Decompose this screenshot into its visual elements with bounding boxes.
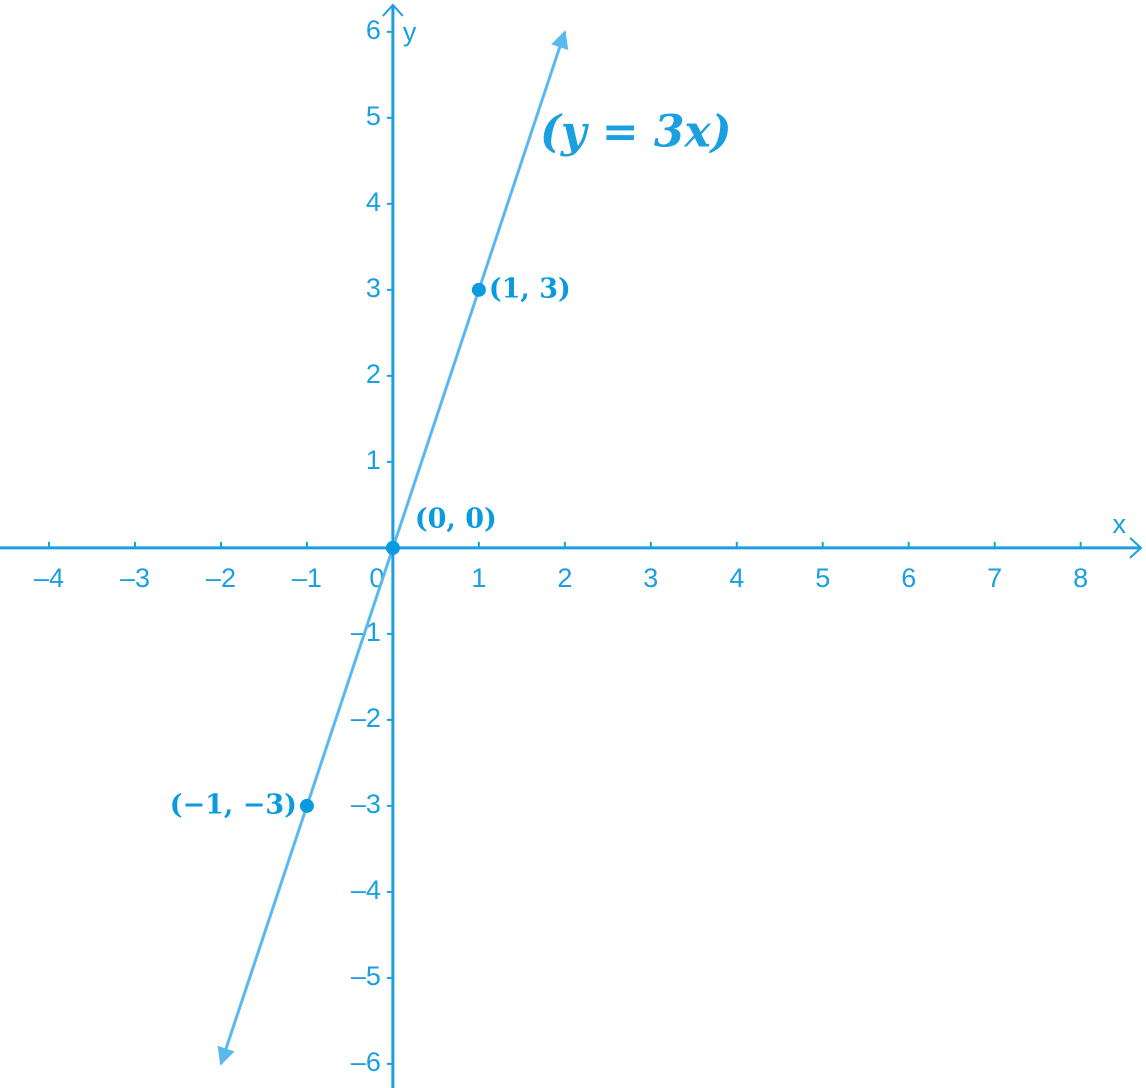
x-tick-label: 8	[1073, 563, 1088, 593]
x-tick-label: –4	[34, 563, 64, 593]
x-tick-label: –2	[206, 563, 236, 593]
y-tick-label: –5	[351, 961, 381, 991]
x-tick-label: 4	[729, 563, 744, 593]
point	[299, 798, 314, 813]
x-tick-label: 1	[471, 563, 486, 593]
x-tick-label: 2	[557, 563, 572, 593]
point-label: (0, 0)	[415, 503, 497, 534]
y-tick-label: –4	[351, 875, 381, 905]
y-axis-label: y	[403, 17, 417, 47]
point-label: (1, 3)	[489, 273, 571, 304]
point	[385, 540, 400, 555]
x-tick-label: 6	[901, 563, 916, 593]
x-tick-label: 5	[815, 563, 830, 593]
y-tick-label: 2	[366, 359, 381, 389]
y-tick-label: –2	[351, 703, 381, 733]
y-tick-label: –3	[351, 789, 381, 819]
x-tick-label: 3	[643, 563, 658, 593]
x-axis-label: x	[1113, 509, 1127, 539]
x-tick-label: 7	[987, 563, 1002, 593]
y-tick-label: 6	[366, 15, 381, 45]
y-tick-label: –6	[351, 1047, 381, 1077]
x-tick-label: –3	[120, 563, 150, 593]
equation-label: (y = 3x)	[540, 107, 732, 158]
y-tick-label: 3	[366, 273, 381, 303]
x-axis-arrow	[1129, 537, 1143, 559]
y-tick-label: 4	[366, 187, 381, 217]
y-axis-arrow	[382, 3, 404, 17]
y-tick-label: 5	[366, 101, 381, 131]
y-tick-label: 1	[366, 445, 381, 475]
point	[471, 282, 486, 297]
point-label: (−1, −3)	[170, 789, 297, 820]
x-tick-label: –1	[292, 563, 322, 593]
